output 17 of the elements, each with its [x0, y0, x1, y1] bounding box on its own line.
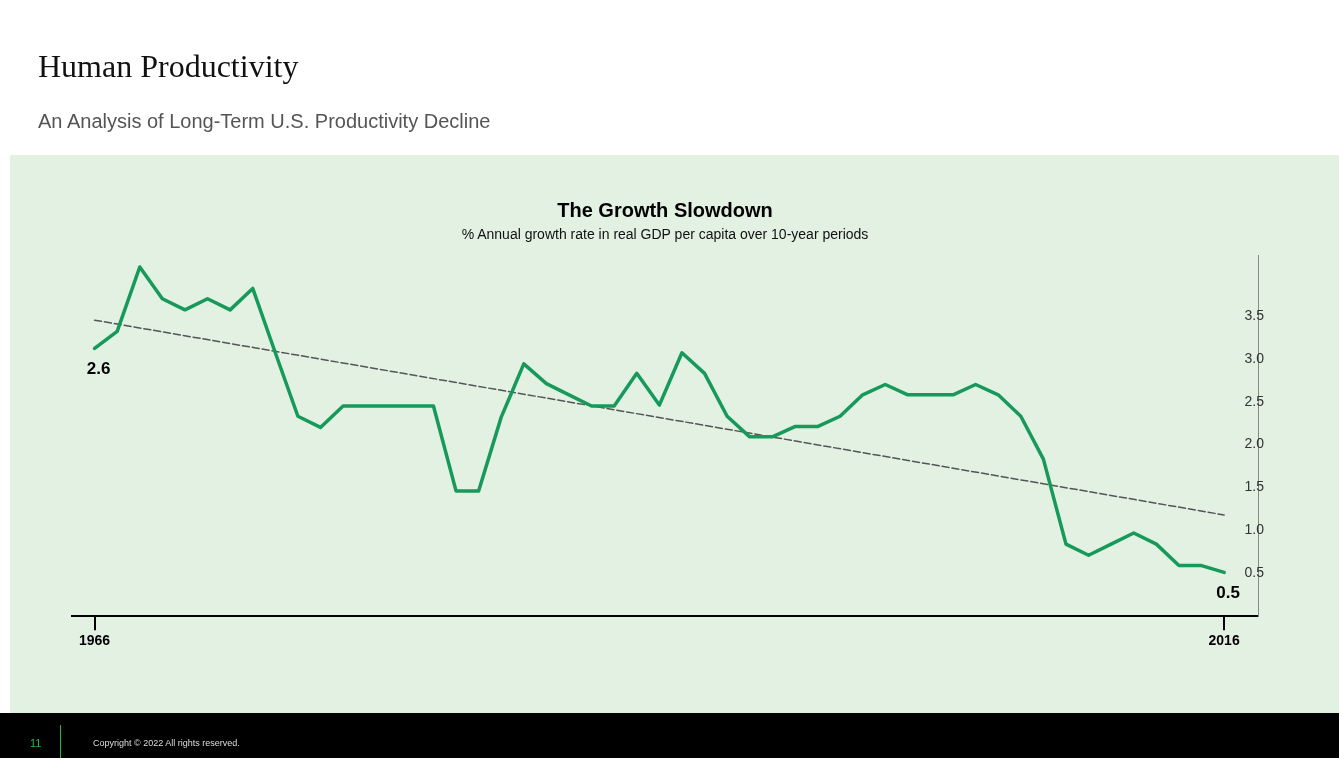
x-tick-label: 1966	[79, 632, 111, 649]
annotation: 0.5	[1216, 582, 1240, 602]
text: 11	[30, 737, 42, 749]
y-tick-label: 3.5	[1244, 306, 1265, 323]
annotation: 2.6	[86, 358, 111, 378]
text: An Analysis of Long-Term U.S. Productivity Decline	[38, 110, 491, 133]
y-tick-label: 1.0	[1244, 521, 1265, 538]
chart-title: The Growth Slowdown	[557, 198, 773, 221]
y-tick-label: 2.5	[1244, 392, 1265, 409]
x-tick-label: 2016	[1208, 632, 1240, 649]
y-tick-label: 1.5	[1244, 478, 1265, 495]
y-tick-label: 2.0	[1244, 435, 1265, 452]
y-tick-label: 0.5	[1244, 564, 1265, 581]
text: Copyright © 2022 All rights reserved.	[93, 738, 240, 748]
y-tick-label: 3.0	[1244, 349, 1265, 366]
chart-subtitle: % Annual growth rate in real GDP per capita over 10-year periods	[461, 226, 869, 243]
text: Human Productivity	[38, 48, 299, 85]
